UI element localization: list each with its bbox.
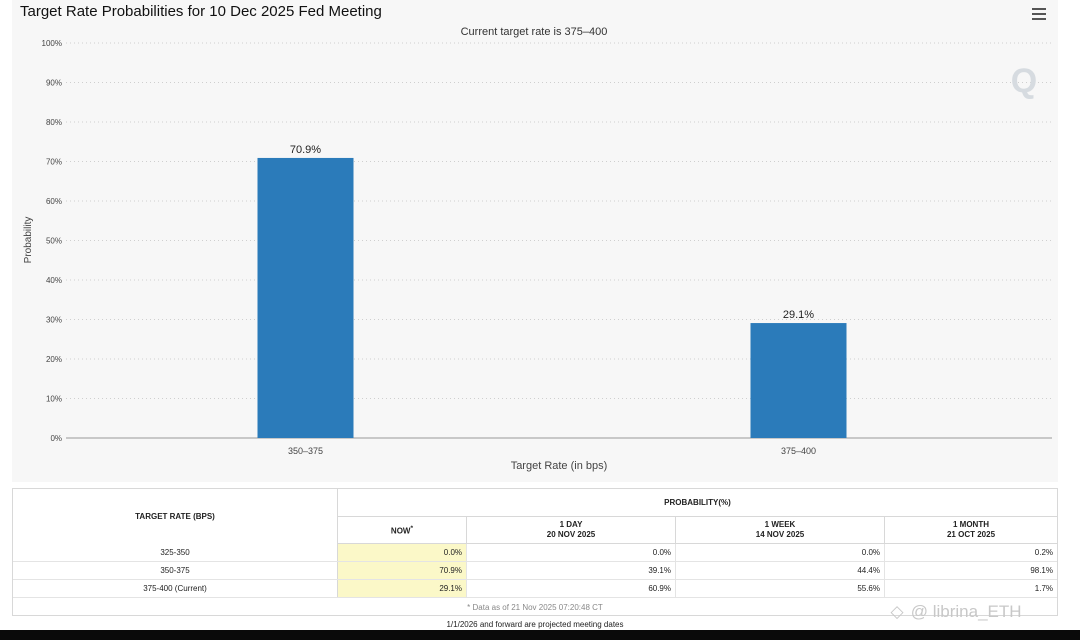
day-cell: 60.9%: [466, 579, 676, 598]
diamond-logo-icon: ◇: [890, 602, 904, 621]
x-tick-label: 375–400: [781, 446, 816, 456]
data-label: 70.9%: [290, 144, 321, 156]
rate-cell: 375-400 (Current): [13, 579, 338, 598]
day-cell: 0.0%: [466, 543, 676, 562]
bar: [257, 157, 354, 438]
q-logo-icon: Q: [1011, 62, 1037, 100]
table-row: 375-400 (Current) 29.1% 60.9% 55.6% 1.7%: [13, 579, 1057, 598]
col-1month-header: 1 MONTH 21 OCT 2025: [884, 516, 1057, 544]
data-label: 29.1%: [783, 309, 814, 321]
now-cell: 0.0%: [337, 543, 467, 562]
month-cell: 98.1%: [884, 561, 1057, 580]
y-tick-label: 30%: [46, 316, 62, 325]
data-timestamp-note: * Data as of 21 Nov 2025 07:20:48 CT: [467, 602, 603, 612]
y-axis-title: Probability: [23, 217, 34, 264]
watermark-text: @ librina_ETH: [910, 602, 1022, 621]
probability-header: PROBABILITY(%): [337, 489, 1057, 517]
probability-table: TARGET RATE (BPS) PROBABILITY(%) NOW* 1 …: [12, 488, 1058, 616]
projected-dates-note: 1/1/2026 and forward are projected meeti…: [446, 620, 624, 629]
y-tick-label: 20%: [46, 355, 62, 364]
rate-cell: 350-375: [13, 561, 338, 580]
table-row: 350-375 70.9% 39.1% 44.4% 98.1%: [13, 561, 1057, 580]
x-tick-label: 350–375: [288, 446, 323, 456]
y-tick-label: 10%: [46, 395, 62, 404]
rate-column-header: TARGET RATE (BPS): [13, 489, 338, 544]
week-cell: 0.0%: [675, 543, 885, 562]
month-cell: 1.7%: [884, 579, 1057, 598]
watermark: ◇ @ librina_ETH: [888, 602, 1022, 622]
chart-panel: Target Rate Probabilities for 10 Dec 202…: [12, 0, 1058, 482]
y-tick-label: 90%: [46, 79, 62, 88]
y-tick-label: 70%: [46, 158, 62, 167]
hamburger-menu-icon[interactable]: [1032, 8, 1046, 20]
now-cell: 70.9%: [337, 561, 467, 580]
col-1day-header: 1 DAY 20 NOV 2025: [466, 516, 676, 544]
bar: [750, 323, 847, 438]
now-cell: 29.1%: [337, 579, 467, 598]
y-tick-label: 60%: [46, 197, 62, 206]
chart-subtitle: Current target rate is 375–400: [461, 26, 608, 38]
x-axis-title: Target Rate (in bps): [511, 460, 608, 472]
week-cell: 55.6%: [675, 579, 885, 598]
y-tick-label: 0%: [50, 434, 62, 443]
bar-chart: Current target rate is 375–400 0% 10% 20% 30…: [23, 26, 1052, 472]
day-cell: 39.1%: [466, 561, 676, 580]
y-tick-label: 80%: [46, 118, 62, 127]
bottom-bar: [0, 630, 1080, 640]
y-tick-label: 40%: [46, 276, 62, 285]
week-cell: 44.4%: [675, 561, 885, 580]
y-tick-label: 50%: [46, 237, 62, 246]
rate-cell: 325-350: [13, 543, 338, 562]
col-1week-header: 1 WEEK 14 NOV 2025: [675, 516, 885, 544]
month-cell: 0.2%: [884, 543, 1057, 562]
chart-title: Target Rate Probabilities for 10 Dec 202…: [20, 3, 382, 20]
y-tick-label: 100%: [42, 39, 62, 48]
col-now-header: NOW*: [337, 516, 467, 544]
table-row: 325-350 0.0% 0.0% 0.0% 0.2%: [13, 543, 1057, 562]
